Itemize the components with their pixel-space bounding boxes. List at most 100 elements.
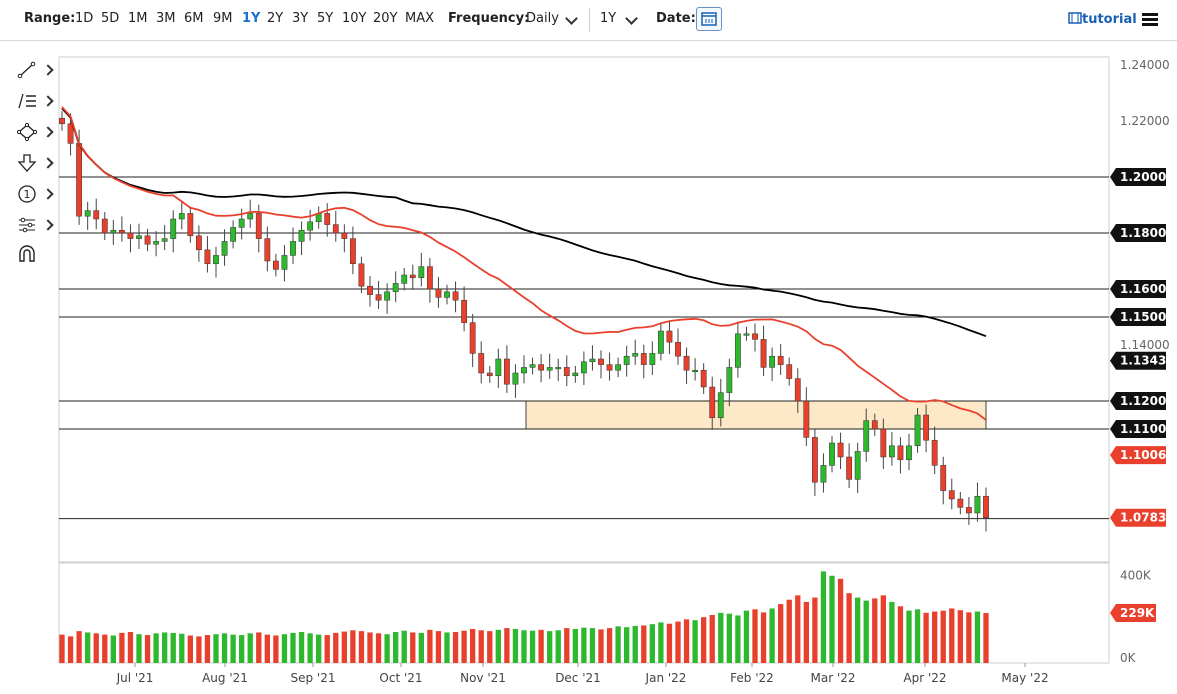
volume-bar bbox=[615, 626, 621, 663]
volume-bar bbox=[333, 632, 339, 663]
volume-bar bbox=[555, 630, 561, 663]
candle-body bbox=[538, 364, 545, 371]
volume-bar bbox=[324, 635, 330, 663]
volume-bar bbox=[795, 595, 801, 663]
volume-bar bbox=[461, 630, 467, 663]
y-tick-label: 1.14000 bbox=[1120, 338, 1170, 352]
frequency-select[interactable]: Daily bbox=[526, 11, 559, 26]
candle-body bbox=[598, 358, 604, 365]
volume-bar bbox=[401, 630, 407, 663]
arrow-tool-icon bbox=[17, 154, 37, 172]
volume-bar bbox=[632, 625, 638, 663]
candle-body bbox=[67, 123, 74, 144]
candle-body bbox=[332, 224, 339, 234]
volume-bar bbox=[940, 610, 946, 663]
volume-bar bbox=[367, 632, 373, 663]
candle-body bbox=[161, 238, 168, 242]
candle-body bbox=[649, 353, 656, 365]
volume-bar bbox=[863, 600, 869, 663]
volume-bar bbox=[726, 613, 732, 663]
number-tool-button[interactable]: 1 bbox=[14, 182, 54, 206]
volume-bar bbox=[435, 631, 442, 663]
arrow-tool-button[interactable] bbox=[14, 151, 54, 175]
measure-tool-button[interactable] bbox=[14, 213, 54, 237]
candle-body bbox=[863, 420, 870, 452]
range-3m-button[interactable]: 3M bbox=[156, 11, 176, 26]
range-max-button[interactable]: MAX bbox=[405, 11, 435, 26]
y-tick-label: 1.13439 bbox=[1120, 354, 1175, 368]
candle-body bbox=[213, 255, 219, 265]
date-label: Date: bbox=[656, 11, 696, 26]
x-tick-label: Aug '21 bbox=[202, 671, 248, 685]
price-tag bbox=[1110, 168, 1166, 186]
candle-body bbox=[486, 372, 493, 377]
volume-bar bbox=[410, 632, 416, 663]
range-1m-button[interactable]: 1M bbox=[128, 11, 148, 26]
volume-bar bbox=[478, 630, 484, 663]
candle-body bbox=[623, 355, 630, 365]
volume-bar bbox=[290, 632, 296, 663]
range-5y-button[interactable]: 5Y bbox=[317, 11, 334, 26]
range-6m-button[interactable]: 6M bbox=[184, 11, 204, 26]
volume-bar bbox=[829, 575, 835, 663]
volume-bar bbox=[110, 635, 116, 663]
hamburger-menu-icon[interactable] bbox=[1142, 13, 1158, 27]
tutorial-link[interactable]: tutorial bbox=[1068, 12, 1137, 27]
x-tick-label: Dec '21 bbox=[555, 671, 601, 685]
range-2y-button[interactable]: 2Y bbox=[267, 11, 284, 26]
candle-body bbox=[204, 249, 211, 265]
calendar-button[interactable] bbox=[696, 7, 722, 31]
shape-tool-button[interactable] bbox=[14, 120, 54, 144]
range-10y-button[interactable]: 10Y bbox=[342, 11, 367, 26]
candle-body bbox=[820, 465, 827, 483]
volume-bar bbox=[495, 629, 501, 663]
list-tool-button[interactable] bbox=[14, 89, 54, 113]
candle-body bbox=[307, 221, 314, 231]
volume-bar bbox=[67, 636, 74, 663]
x-tick-label: Feb '22 bbox=[730, 671, 774, 685]
x-tick-label: Jan '22 bbox=[645, 671, 687, 685]
list-tool-icon bbox=[18, 93, 36, 109]
price-tag bbox=[1110, 351, 1166, 370]
y-tick-label: 1.18000 bbox=[1120, 226, 1175, 240]
chevron-down-icon[interactable] bbox=[565, 12, 578, 25]
y-tick-label: 1.11000 bbox=[1120, 422, 1175, 436]
candle-body bbox=[589, 358, 596, 363]
y-tick-label: 1.15000 bbox=[1120, 310, 1175, 324]
candle-body bbox=[358, 263, 365, 287]
candle-body bbox=[255, 213, 262, 239]
volume-axis-label: 400K bbox=[1120, 569, 1152, 583]
volume-bar bbox=[923, 612, 929, 663]
volume-bar bbox=[418, 632, 424, 663]
range-5d-button[interactable]: 5D bbox=[101, 11, 120, 26]
volume-bar bbox=[820, 571, 827, 663]
volume-bar bbox=[452, 632, 459, 663]
price-tag bbox=[1110, 308, 1166, 326]
period-select[interactable]: 1Y bbox=[600, 11, 617, 26]
price-tag bbox=[1110, 420, 1166, 438]
range-9m-button[interactable]: 9M bbox=[213, 11, 233, 26]
range-3y-button[interactable]: 3Y bbox=[292, 11, 309, 26]
range-1y-button[interactable]: 1Y bbox=[242, 11, 261, 26]
candle-body bbox=[871, 420, 878, 430]
volume-bar bbox=[179, 633, 185, 663]
line-tool-button[interactable] bbox=[14, 58, 54, 82]
candle-body bbox=[264, 238, 271, 262]
chevron-down-icon[interactable] bbox=[625, 12, 638, 25]
measure-tool-icon bbox=[19, 217, 35, 233]
range-20y-button[interactable]: 20Y bbox=[373, 11, 398, 26]
volume-bar bbox=[872, 598, 878, 663]
volume-bar bbox=[504, 628, 510, 663]
volume-bar bbox=[444, 632, 450, 663]
volume-bar bbox=[102, 634, 108, 663]
candle-body bbox=[734, 333, 741, 368]
candle-body bbox=[546, 367, 553, 371]
candle-body bbox=[349, 238, 356, 265]
range-1d-button[interactable]: 1D bbox=[75, 11, 94, 26]
candle-body bbox=[401, 274, 408, 284]
x-tick-label: Jul '21 bbox=[116, 671, 154, 685]
magnet-tool-button[interactable] bbox=[14, 242, 54, 266]
price-chart[interactable]: 1.24000 1.22000 1.20000 1.18000 1.16000 1.150… bbox=[0, 40, 1177, 694]
volume-bar bbox=[572, 628, 578, 663]
volume-bar bbox=[307, 633, 313, 663]
